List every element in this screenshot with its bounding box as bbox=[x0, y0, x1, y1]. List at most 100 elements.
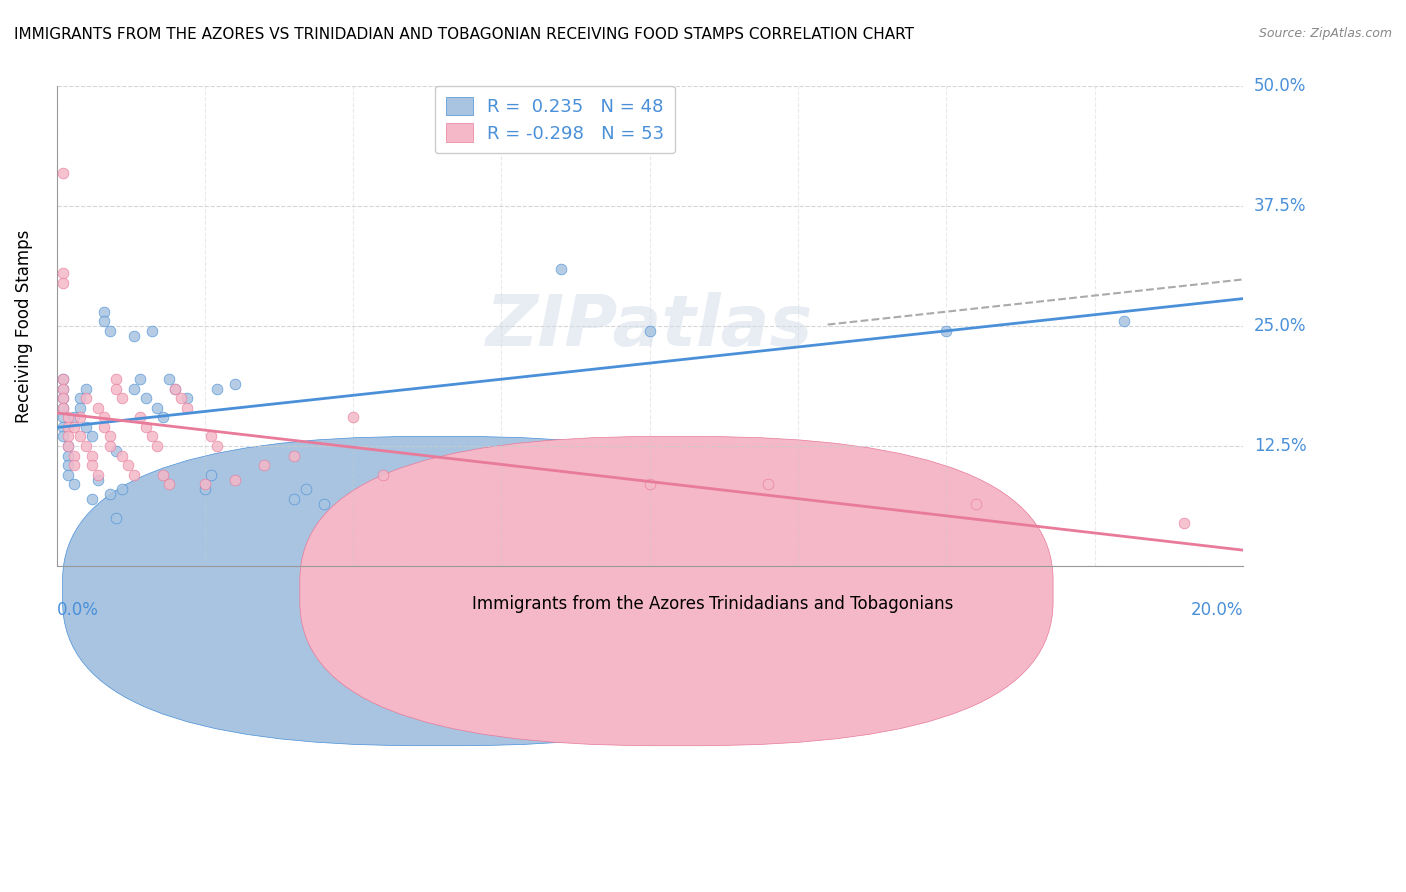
Point bbox=[58, 449, 80, 463]
Point bbox=[111, 449, 134, 463]
Point bbox=[342, 410, 364, 425]
Point bbox=[176, 401, 198, 415]
Point bbox=[98, 324, 121, 338]
Point bbox=[51, 401, 73, 415]
Point bbox=[283, 449, 305, 463]
Point bbox=[98, 429, 121, 443]
Point bbox=[157, 372, 180, 386]
Point bbox=[63, 458, 86, 473]
Point bbox=[170, 391, 193, 405]
Text: 12.5%: 12.5% bbox=[1254, 437, 1306, 455]
Text: 25.0%: 25.0% bbox=[1254, 318, 1306, 335]
Point bbox=[104, 382, 127, 396]
Point bbox=[205, 382, 228, 396]
Point bbox=[69, 410, 91, 425]
Text: Immigrants from the Azores: Immigrants from the Azores bbox=[472, 595, 704, 613]
Point bbox=[51, 276, 73, 290]
Point bbox=[51, 382, 73, 396]
Point bbox=[146, 401, 169, 415]
Y-axis label: Receiving Food Stamps: Receiving Food Stamps bbox=[15, 229, 32, 423]
Point bbox=[638, 324, 661, 338]
Point bbox=[58, 458, 80, 473]
Point bbox=[51, 267, 73, 281]
Point bbox=[51, 372, 73, 386]
Point bbox=[104, 511, 127, 525]
Point bbox=[51, 401, 73, 415]
Text: ZIPatlas: ZIPatlas bbox=[486, 292, 814, 360]
Point bbox=[165, 382, 187, 396]
Point bbox=[224, 473, 246, 487]
FancyBboxPatch shape bbox=[299, 436, 1053, 746]
Point bbox=[58, 420, 80, 434]
Point bbox=[152, 467, 174, 482]
Point bbox=[128, 410, 150, 425]
Point bbox=[51, 429, 73, 443]
Point bbox=[58, 439, 80, 453]
Point bbox=[51, 166, 73, 180]
Point bbox=[82, 491, 104, 506]
Point bbox=[122, 328, 145, 343]
Point bbox=[135, 420, 157, 434]
Point bbox=[176, 391, 198, 405]
Point bbox=[638, 477, 661, 491]
Point bbox=[98, 439, 121, 453]
Point bbox=[82, 449, 104, 463]
Point bbox=[111, 482, 134, 496]
Point bbox=[93, 314, 115, 328]
Point bbox=[63, 477, 86, 491]
Point bbox=[75, 439, 97, 453]
Text: 0.0%: 0.0% bbox=[56, 600, 98, 619]
Point bbox=[75, 420, 97, 434]
Point bbox=[283, 491, 305, 506]
Point bbox=[194, 477, 217, 491]
Point bbox=[69, 391, 91, 405]
Point bbox=[93, 305, 115, 319]
Point bbox=[135, 391, 157, 405]
Point bbox=[152, 410, 174, 425]
Text: 20.0%: 20.0% bbox=[1191, 600, 1243, 619]
Point bbox=[1173, 516, 1195, 530]
Point bbox=[111, 391, 134, 405]
Point bbox=[117, 458, 139, 473]
Point bbox=[93, 420, 115, 434]
Point bbox=[51, 410, 73, 425]
Point bbox=[122, 382, 145, 396]
Point bbox=[550, 261, 572, 276]
Point bbox=[98, 487, 121, 501]
Point bbox=[82, 429, 104, 443]
Point bbox=[87, 401, 110, 415]
Point bbox=[93, 410, 115, 425]
Point bbox=[82, 458, 104, 473]
Point bbox=[371, 467, 394, 482]
Point bbox=[63, 410, 86, 425]
Point bbox=[63, 420, 86, 434]
Point bbox=[104, 372, 127, 386]
Point bbox=[294, 482, 316, 496]
Point bbox=[51, 391, 73, 405]
Point bbox=[205, 439, 228, 453]
Point bbox=[87, 473, 110, 487]
Point bbox=[58, 429, 80, 443]
Point bbox=[63, 449, 86, 463]
Point bbox=[224, 376, 246, 391]
Point bbox=[122, 467, 145, 482]
Point bbox=[75, 382, 97, 396]
Point bbox=[51, 382, 73, 396]
Point bbox=[165, 382, 187, 396]
Point bbox=[200, 429, 222, 443]
Text: 37.5%: 37.5% bbox=[1254, 197, 1306, 215]
Point bbox=[58, 467, 80, 482]
Point bbox=[1114, 314, 1136, 328]
Point bbox=[758, 477, 780, 491]
Point bbox=[58, 439, 80, 453]
Point bbox=[75, 391, 97, 405]
Point bbox=[200, 467, 222, 482]
Text: Source: ZipAtlas.com: Source: ZipAtlas.com bbox=[1258, 27, 1392, 40]
Point bbox=[253, 458, 276, 473]
Point bbox=[194, 482, 217, 496]
Point bbox=[51, 420, 73, 434]
Point bbox=[141, 324, 163, 338]
Point bbox=[51, 391, 73, 405]
Point bbox=[965, 497, 987, 511]
Legend: R =  0.235   N = 48, R = -0.298   N = 53: R = 0.235 N = 48, R = -0.298 N = 53 bbox=[434, 86, 675, 153]
